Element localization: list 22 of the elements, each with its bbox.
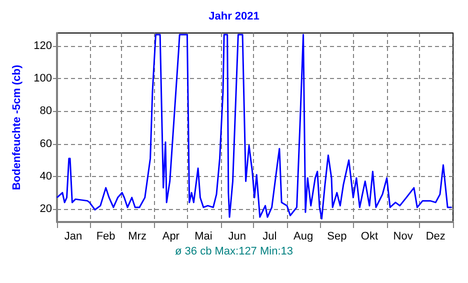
- y-tick-label: 40: [40, 170, 52, 182]
- x-tick-label: Mai: [194, 230, 212, 242]
- text: ø 36 cb Max:127 Min:13: [175, 246, 294, 258]
- y-tick-label: 80: [40, 105, 52, 118]
- line-series: [56, 34, 453, 220]
- y-axis-title: Bodenfeuchte -5cm (cb): [11, 64, 24, 190]
- chart-title: Jahr 2021: [208, 10, 260, 22]
- x-tick-label: Jul: [262, 230, 277, 242]
- x-tick-label: Feb: [96, 230, 116, 242]
- y-tick-label: 100: [34, 72, 52, 85]
- y-tick-label: 20: [40, 202, 52, 215]
- x-tick-label: Sep: [327, 230, 347, 242]
- y-tick-label: 120: [34, 40, 52, 52]
- x-tick-label: Jun: [228, 230, 246, 242]
- y-tick-label: 60: [40, 138, 52, 150]
- x-tick-label: Nov: [393, 230, 414, 242]
- x-tick-label: Jan: [64, 230, 82, 242]
- x-tick-label: Aug: [293, 230, 314, 242]
- x-tick-label: Mrz: [128, 230, 146, 242]
- x-tick-label: Okt: [360, 230, 378, 242]
- x-tick-label: Dez: [426, 230, 446, 242]
- x-tick-label: Apr: [162, 230, 180, 242]
